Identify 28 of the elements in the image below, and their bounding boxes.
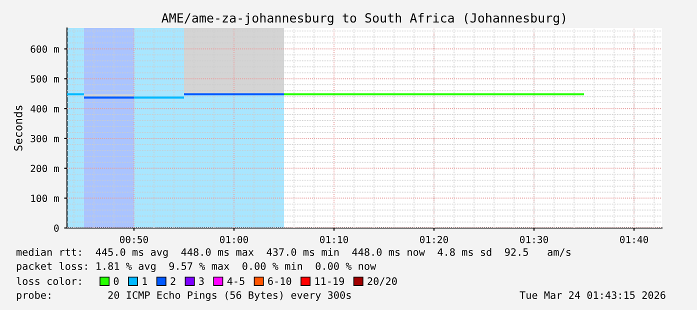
- legend-label: 4-5: [227, 277, 244, 285]
- legend-label: 6-10: [268, 277, 292, 285]
- y-tick-label: 200 m: [30, 164, 59, 172]
- y-tick-label: 600 m: [30, 45, 59, 53]
- text: probe: 20 ICMP Echo Pings (56 Bytes) every 300s: [16, 291, 351, 301]
- y-tick-label: 0: [54, 224, 59, 232]
- y-tick-label: 400 m: [30, 105, 59, 112]
- x-tick-label: 01:00: [220, 236, 248, 244]
- legend-title: loss color:: [16, 277, 81, 285]
- y-tick-label: 500 m: [30, 75, 59, 83]
- x-tick-label: 01:20: [420, 236, 448, 244]
- x-tick-label: 01:10: [320, 236, 348, 244]
- chart-title: AME/ame-za-johannesburg to South Africa (Johannesburg): [162, 12, 566, 26]
- legend-label: 3: [199, 277, 204, 285]
- text: median rtt: 445.0 ms avg 448.0 ms max 437.0 ms min 448.0 ms now 4.8 ms sd 92.5 am/s: [16, 248, 570, 258]
- x-tick-label: 01:40: [620, 236, 648, 244]
- text: Tue Mar 24 01:43:15 2026: [520, 291, 666, 299]
- legend-label: 1: [142, 277, 148, 285]
- y-tick-label: 100 m: [31, 194, 59, 202]
- legend-label: 20/20: [368, 277, 397, 286]
- text: packet loss: 1.81 % avg 9.57 % max 0.00 % min 0.00 % now: [16, 262, 376, 272]
- y-axis-title: Seconds: [14, 106, 22, 151]
- y-tick-label: 300 m: [30, 134, 59, 142]
- legend-label: 11-19: [315, 277, 344, 285]
- x-tick-label: 00:50: [120, 236, 148, 244]
- legend-label: 0: [114, 277, 119, 285]
- x-tick-label: 01:30: [520, 236, 548, 244]
- legend-label: 2: [170, 277, 176, 285]
